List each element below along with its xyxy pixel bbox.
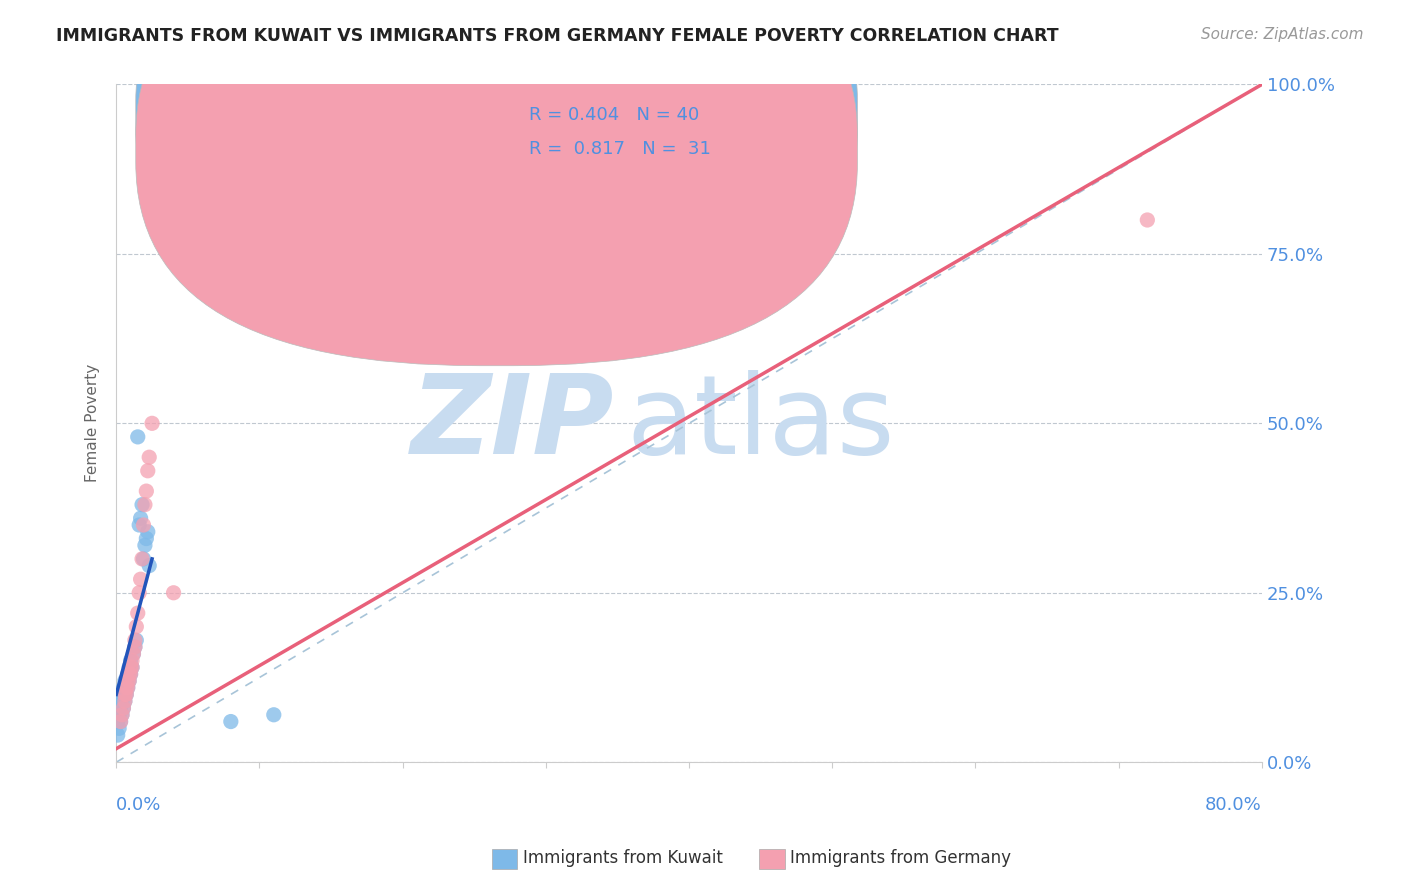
Point: [129, 511, 152, 525]
FancyBboxPatch shape: [136, 0, 858, 332]
Point: [115, 688, 138, 702]
Point: [124, 640, 146, 654]
Text: R =  0.817   N =  31: R = 0.817 N = 31: [529, 140, 710, 158]
Point: [114, 694, 136, 708]
Text: 0.0%: 0.0%: [117, 796, 162, 814]
Point: [134, 498, 156, 512]
Point: [108, 707, 131, 722]
Point: [107, 728, 129, 742]
Point: [127, 430, 149, 444]
Point: [114, 694, 136, 708]
Point: [115, 673, 138, 688]
Point: [141, 417, 163, 431]
Point: [132, 552, 155, 566]
Point: [120, 660, 142, 674]
Bar: [759, 849, 785, 869]
Point: [117, 667, 139, 681]
Point: [110, 714, 132, 729]
Point: [138, 558, 160, 573]
Point: [131, 498, 153, 512]
Text: Source: ZipAtlas.com: Source: ZipAtlas.com: [1201, 27, 1364, 42]
Point: [117, 681, 139, 695]
Point: [135, 532, 157, 546]
Text: Immigrants from Kuwait: Immigrants from Kuwait: [523, 849, 723, 867]
Text: R = 0.404   N = 40: R = 0.404 N = 40: [529, 106, 699, 124]
Point: [120, 667, 142, 681]
Point: [111, 694, 134, 708]
Point: [111, 707, 134, 722]
FancyBboxPatch shape: [136, 0, 858, 366]
Point: [162, 586, 184, 600]
Text: 80.0%: 80.0%: [1205, 796, 1263, 814]
Point: [136, 524, 159, 539]
Point: [136, 464, 159, 478]
Point: [121, 660, 143, 674]
Point: [120, 667, 142, 681]
Point: [110, 701, 132, 715]
Text: IMMIGRANTS FROM KUWAIT VS IMMIGRANTS FROM GERMANY FEMALE POVERTY CORRELATION CHA: IMMIGRANTS FROM KUWAIT VS IMMIGRANTS FRO…: [56, 27, 1059, 45]
Point: [118, 673, 141, 688]
Point: [115, 681, 138, 695]
Point: [128, 586, 150, 600]
Point: [125, 633, 148, 648]
Point: [118, 673, 141, 688]
Point: [124, 633, 146, 648]
FancyBboxPatch shape: [460, 87, 810, 172]
Y-axis label: Female Poverty: Female Poverty: [86, 364, 100, 483]
Point: [127, 606, 149, 620]
Point: [108, 722, 131, 736]
Point: [122, 647, 145, 661]
Point: [128, 518, 150, 533]
Point: [121, 660, 143, 674]
Point: [114, 688, 136, 702]
Point: [138, 450, 160, 465]
Point: [219, 714, 242, 729]
Point: [115, 688, 138, 702]
Point: [118, 660, 141, 674]
Point: [134, 538, 156, 552]
Point: [132, 518, 155, 533]
Point: [131, 552, 153, 566]
Point: [114, 681, 136, 695]
Point: [110, 714, 132, 729]
Bar: [492, 849, 517, 869]
Point: [110, 694, 132, 708]
Point: [114, 673, 136, 688]
Point: [111, 707, 134, 722]
Point: [112, 688, 135, 702]
Point: [121, 654, 143, 668]
Text: atlas: atlas: [626, 370, 894, 477]
Point: [112, 701, 135, 715]
Point: [118, 667, 141, 681]
Point: [107, 714, 129, 729]
Text: Immigrants from Germany: Immigrants from Germany: [790, 849, 1011, 867]
Point: [129, 572, 152, 586]
Text: ZIP: ZIP: [411, 370, 614, 477]
Point: [112, 701, 135, 715]
Point: [124, 640, 146, 654]
Point: [108, 701, 131, 715]
Point: [117, 681, 139, 695]
Point: [122, 647, 145, 661]
Point: [111, 688, 134, 702]
Point: [135, 484, 157, 499]
Point: [112, 681, 135, 695]
Point: [1136, 213, 1159, 227]
Point: [263, 707, 285, 722]
Point: [117, 673, 139, 688]
Point: [125, 620, 148, 634]
Point: [120, 654, 142, 668]
